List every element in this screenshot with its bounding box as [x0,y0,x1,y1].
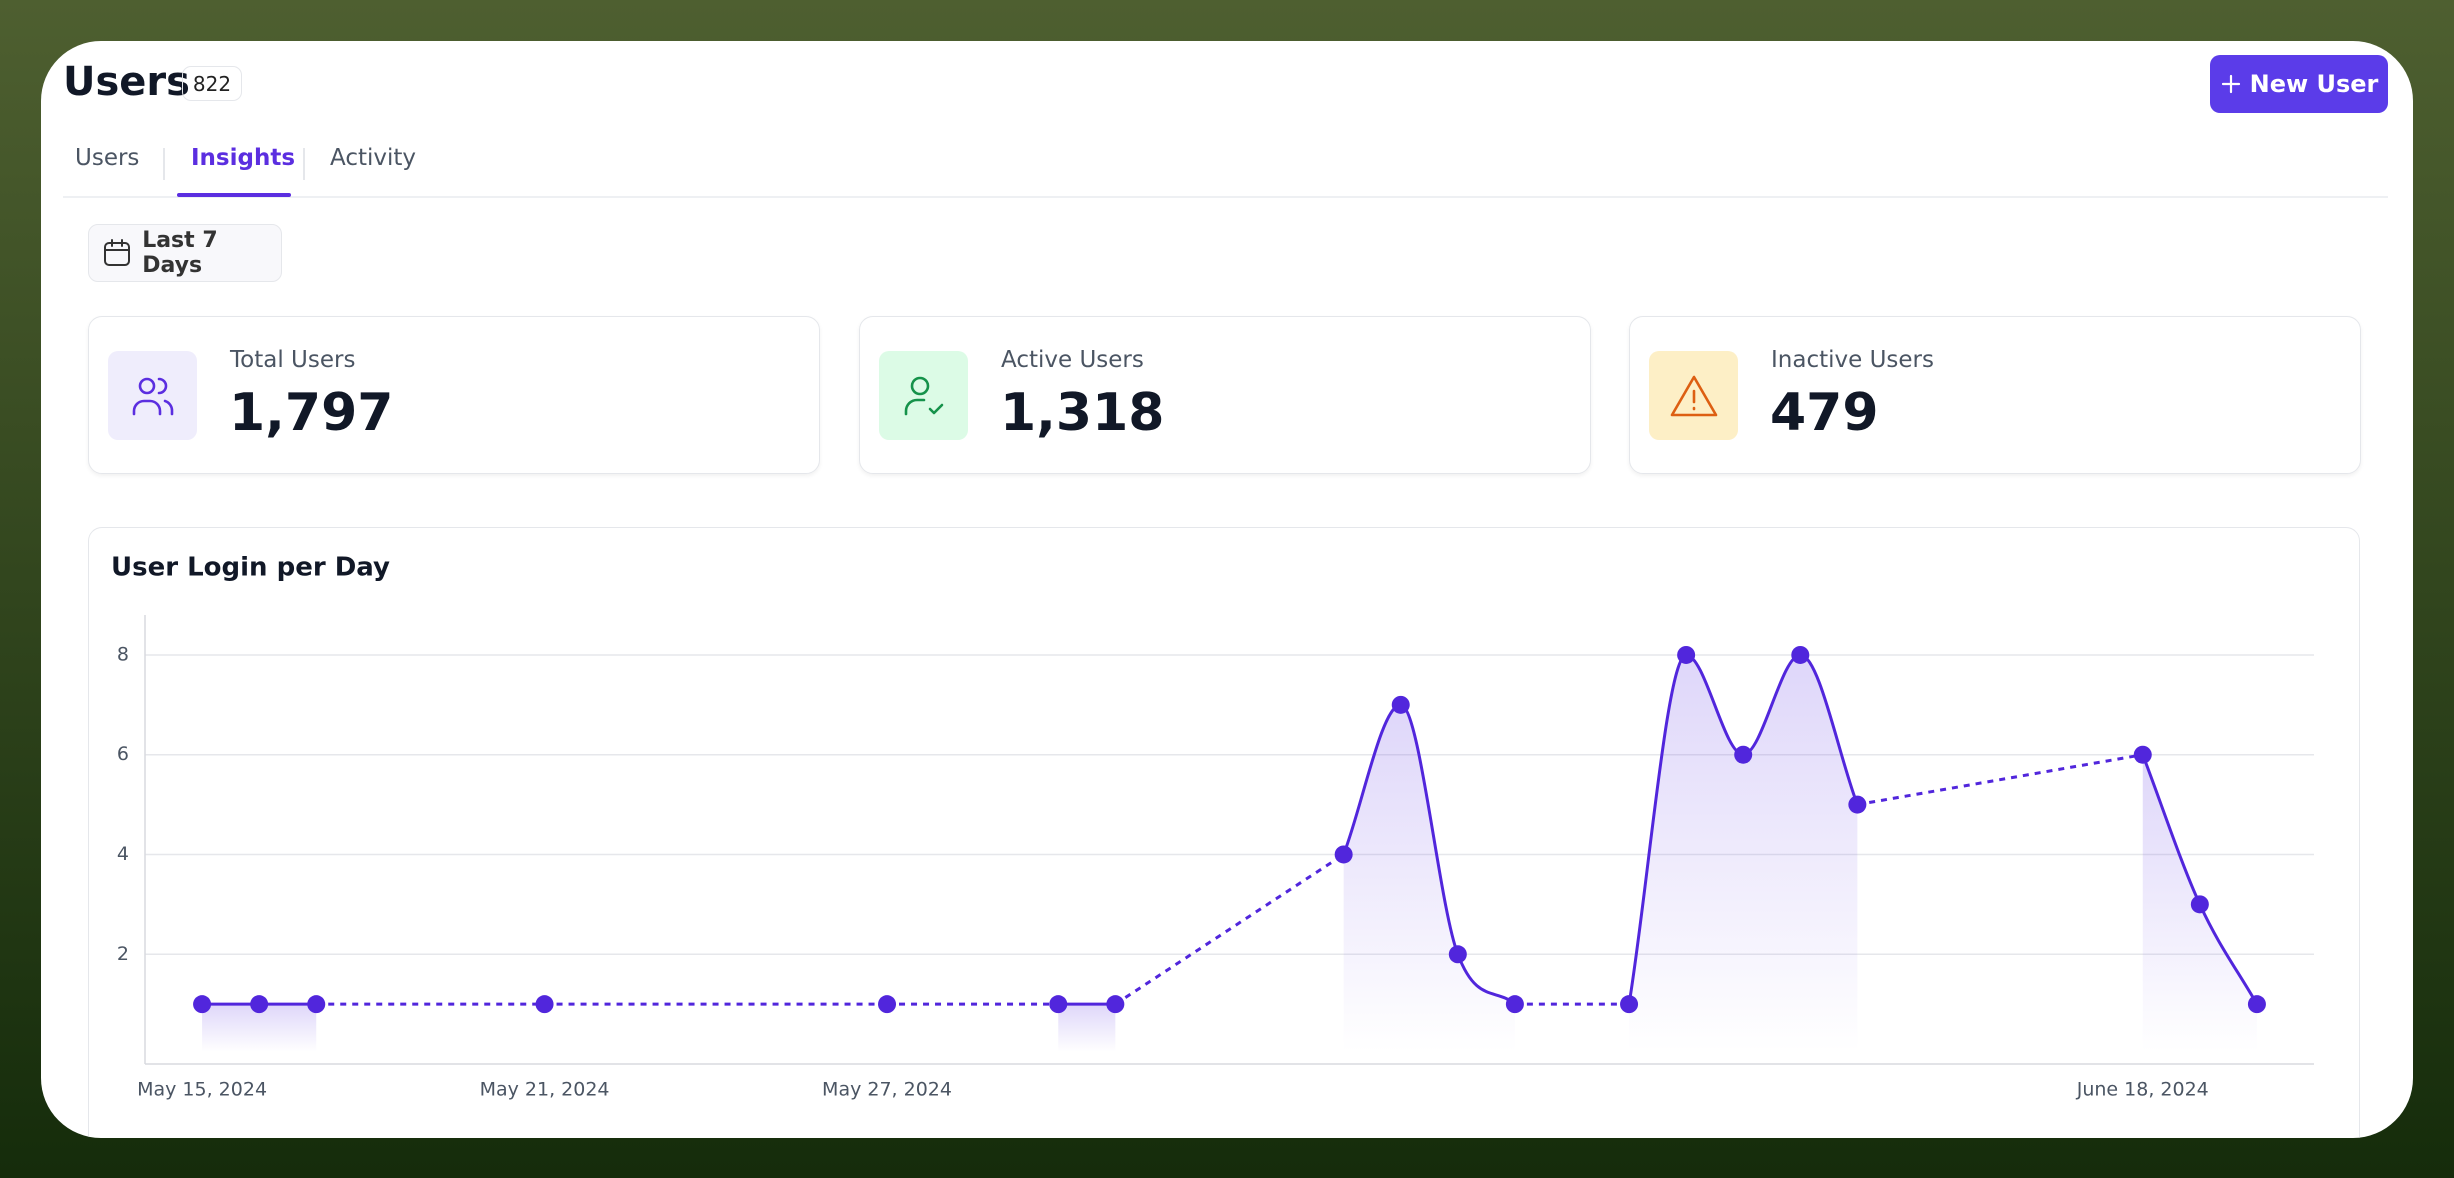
area [1629,654,1858,1052]
filter-label: Last 7 Days [142,228,218,278]
warning-icon [1670,375,1717,416]
y-tick-label: 4 [117,843,129,865]
stat-value: 1,318 [1000,383,1165,443]
active-tab-underline [177,193,291,197]
user-check-icon [904,376,943,415]
icon-box [108,351,197,440]
data-point [1106,995,1125,1014]
data-point [1334,845,1353,864]
data-point [1049,995,1068,1014]
chart: User Login per Day 2 4 6 8 May 15, 2024 May 2… [111,553,2314,1101]
button-label: New User [2249,70,2379,98]
x-tick-label: May 21, 2024 [480,1079,610,1101]
new-user-button[interactable]: New User [2210,55,2388,113]
stat-value: 479 [1770,383,1879,443]
data-point [1791,645,1810,664]
panel: Users 822 New User Users Insights Activi… [41,41,2413,1138]
data-point [2190,895,2209,914]
icon-box [879,351,968,440]
line [1627,653,1859,1005]
tab[interactable]: Activity [330,145,417,171]
tab-divider [163,148,165,180]
tab[interactable]: Insights [191,145,296,171]
y-tick-label: 2 [117,943,129,965]
stat-card: Inactive Users 479 [1629,316,2361,474]
plus-icon [2221,74,2240,94]
data-point [2133,745,2152,764]
stat-card: Active Users 1,318 [859,316,1591,474]
stat-label: Total Users [230,347,356,373]
data-point [193,995,212,1014]
area [202,1004,317,1052]
data-point [2247,995,2266,1014]
page-title: Users [63,59,190,105]
data-point [878,995,897,1014]
data-point [1620,995,1639,1014]
area [2142,754,2257,1052]
icon-box [1649,351,1738,440]
data-point [307,995,326,1014]
count-badge: 822 [182,66,242,101]
data-point [1848,795,1867,814]
chart-title: User Login per Day [111,553,390,583]
chart-card: User Login per Day 2 4 6 8 May 15, 2024 May 2… [88,527,2360,1138]
tab-separator [63,196,2388,198]
gap-connector [1114,853,1345,1006]
area [1343,704,1515,1052]
gap-connector [1857,753,2144,807]
line [1342,703,1516,1006]
calendar-icon [104,239,130,266]
data-point [1505,995,1524,1014]
date-filter[interactable]: Last 7 Days [88,224,282,282]
data-point [1448,945,1467,964]
data-point [535,995,554,1014]
data-point [1677,645,1696,664]
x-tick-label: May 15, 2024 [137,1079,267,1101]
data-point [1391,695,1410,714]
y-tick-label: 6 [117,743,129,765]
data-point [250,995,269,1014]
users-icon [132,377,173,415]
x-tick-label: June 18, 2024 [2076,1079,2209,1101]
area [1058,1004,1116,1052]
y-tick-label: 8 [117,643,129,665]
stat-label: Inactive Users [1771,347,1934,373]
x-tick-label: May 27, 2024 [822,1079,952,1101]
stat-value: 1,797 [229,383,394,443]
stat-label: Active Users [1001,347,1144,373]
data-point [1734,745,1753,764]
stat-card: Total Users 1,797 [88,316,820,474]
tab[interactable]: Users [75,145,140,171]
tab-divider [303,148,305,180]
